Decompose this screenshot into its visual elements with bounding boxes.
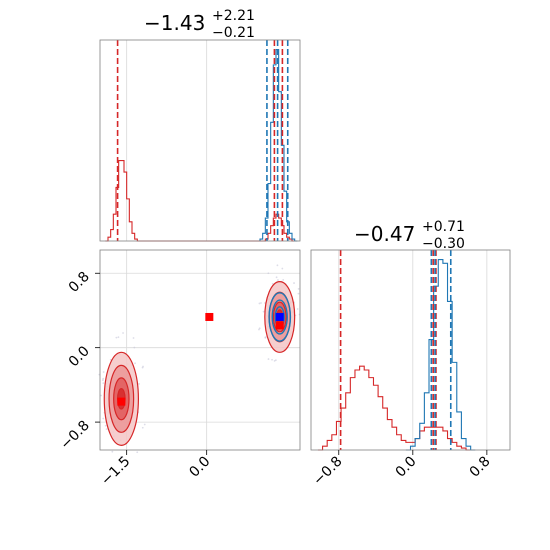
y-tick-label: 0.0: [66, 343, 93, 370]
title-right-sub: −0.30: [422, 236, 465, 252]
sample-point: [121, 456, 124, 459]
sample-point: [143, 423, 146, 426]
joint-contour-panel: −1.5 0.0 −0.8 0.0 0.8: [57, 249, 301, 489]
x-tick-label: 0.0: [186, 454, 213, 481]
sample-point: [275, 276, 278, 279]
sample-point: [267, 272, 270, 275]
sample-point: [111, 450, 114, 453]
truth-marker: [275, 321, 284, 330]
title-right: −0.47 +0.71 −0.30: [354, 219, 465, 252]
truth-marker: [275, 312, 284, 321]
sample-point: [122, 332, 124, 334]
contour-blue: [268, 292, 292, 342]
sample-point: [276, 264, 279, 267]
histogram-series: [259, 49, 298, 242]
sample-point: [297, 287, 300, 290]
sample-point: [105, 428, 108, 431]
x-tick-label: 0.8: [467, 454, 494, 481]
sample-point: [134, 362, 136, 365]
sample-point: [260, 302, 262, 304]
title-right-main: −0.47: [354, 222, 415, 246]
axes-frame: [99, 39, 301, 242]
sample-point: [115, 336, 118, 339]
title-right-sup: +0.71: [422, 219, 465, 235]
histogram-series: [105, 160, 295, 242]
title-top-sup: +2.21: [212, 8, 255, 24]
sample-point: [120, 455, 122, 458]
title-top-sub: −0.21: [212, 25, 255, 41]
marginal-y-panel: −0.8 0.0 0.8: [310, 249, 511, 489]
sample-point: [101, 379, 104, 381]
sample-point: [264, 336, 267, 339]
truth-marker: [117, 397, 126, 406]
title-top-main: −1.43: [144, 11, 205, 35]
sample-point: [102, 382, 105, 385]
contour-blue: [271, 299, 288, 335]
sample-point: [271, 358, 273, 361]
x-tick-label: 0.0: [393, 454, 420, 481]
histogram-series: [317, 365, 471, 451]
histogram-series: [405, 258, 476, 451]
sample-point: [293, 282, 295, 284]
sample-point: [262, 310, 265, 313]
sample-point: [141, 426, 144, 429]
y-tick-label: 0.8: [66, 269, 93, 296]
truth-marker: [205, 312, 214, 321]
sample-point: [138, 383, 140, 385]
sample-point: [142, 365, 144, 368]
axes-frame: [99, 249, 301, 451]
marginal-x-panel: [99, 39, 301, 242]
sample-point: [136, 451, 139, 454]
sample-point: [277, 279, 279, 281]
sample-point: [296, 308, 299, 310]
title-top: −1.43 +2.21 −0.21: [144, 8, 255, 41]
x-tick-label: −0.8: [310, 454, 345, 489]
sample-point: [274, 359, 277, 362]
axes-frame: [310, 249, 511, 451]
sample-point: [267, 358, 270, 360]
sample-point: [133, 346, 136, 349]
sample-point: [102, 417, 105, 420]
sample-point: [102, 371, 105, 373]
sample-point: [282, 278, 285, 281]
sample-point: [132, 337, 135, 339]
sample-point: [281, 267, 284, 270]
sample-point: [297, 292, 300, 295]
sample-point: [102, 377, 105, 380]
sample-point: [100, 394, 102, 397]
sample-point: [104, 424, 107, 427]
sample-point: [258, 328, 260, 331]
sample-point: [258, 302, 261, 305]
x-tick-label: −1.5: [98, 454, 133, 489]
y-tick-label: −0.8: [57, 418, 92, 453]
sample-point: [117, 336, 120, 339]
